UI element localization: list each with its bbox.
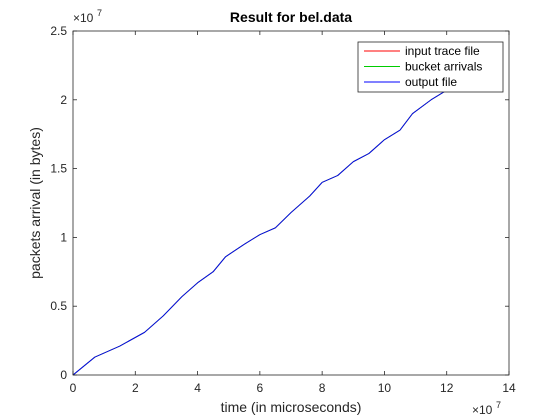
chart-title: Result for bel.data xyxy=(230,9,352,25)
y-tick-label: 1.5 xyxy=(50,162,67,176)
x-axis-label: time (in microseconds) xyxy=(221,399,362,415)
x-tick-label: 12 xyxy=(440,381,454,395)
x-tick-label: 8 xyxy=(319,381,326,395)
x-exponent-base: ×10 xyxy=(472,403,493,417)
legend-label: output file xyxy=(405,75,457,89)
y-tick-label: 2 xyxy=(60,93,67,107)
x-tick-label: 6 xyxy=(257,381,264,395)
x-exponent-power: 7 xyxy=(496,400,501,410)
x-tick-label: 10 xyxy=(378,381,392,395)
y-tick-label: 0.5 xyxy=(50,299,67,313)
y-tick-label: 1 xyxy=(60,230,67,244)
x-tick-label: 4 xyxy=(194,381,201,395)
x-tick-label: 14 xyxy=(502,381,516,395)
legend-label: input trace file xyxy=(405,44,480,58)
x-tick-label: 2 xyxy=(132,381,139,395)
legend-label: bucket arrivals xyxy=(405,60,482,74)
y-exponent-power: 7 xyxy=(97,8,102,18)
x-tick-label: 0 xyxy=(70,381,77,395)
y-axis-label: packets arrival (in bytes) xyxy=(27,127,43,279)
y-exponent-base: ×10 xyxy=(73,11,94,25)
y-tick-label: 2.5 xyxy=(50,24,67,38)
y-tick-label: 0 xyxy=(60,368,67,382)
